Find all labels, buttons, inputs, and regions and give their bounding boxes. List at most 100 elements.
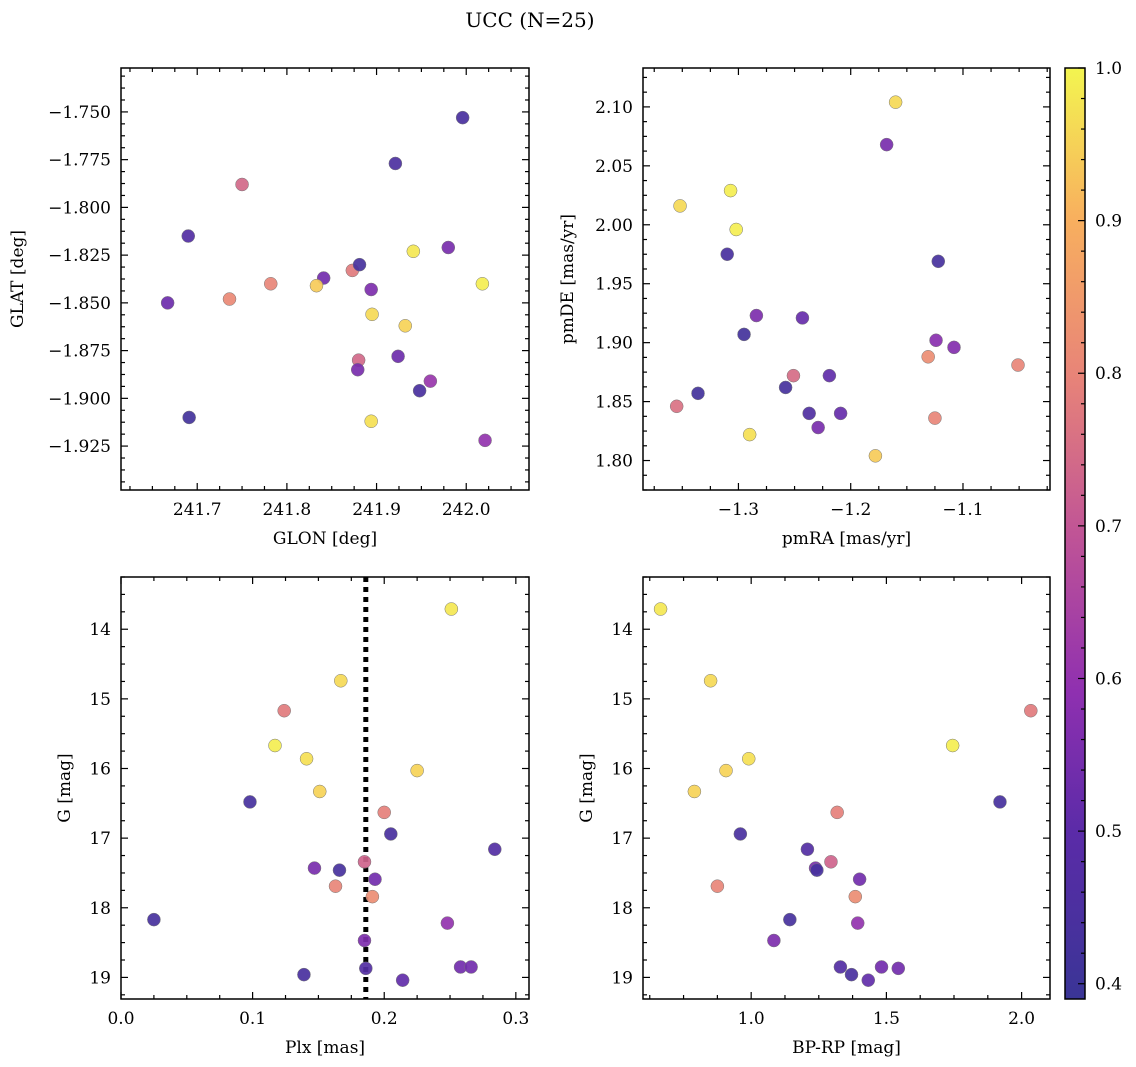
data-point [810, 863, 824, 877]
y-tick-label: 18 [611, 899, 633, 919]
data-point [741, 752, 756, 766]
data-point [181, 229, 196, 243]
y-tick-label: 1.95 [595, 275, 633, 295]
data-point [737, 327, 751, 342]
colorbar-tick-label: 0.7 [1095, 517, 1122, 537]
data-point [993, 795, 1007, 809]
y-tick-label: −1.775 [48, 151, 111, 171]
x-axis-label: pmRA [mas/yr] [782, 529, 911, 549]
data-point [719, 763, 733, 778]
y-tick-label: 18 [89, 899, 111, 919]
data-point [800, 842, 815, 857]
y-tick-label: 2.05 [595, 157, 633, 177]
y-tick-label: 2.00 [595, 216, 633, 236]
data-point [391, 349, 405, 364]
x-axis-label: BP-RP [mag] [792, 1038, 901, 1058]
data-point [1024, 703, 1038, 718]
data-point [263, 277, 278, 291]
data-point [947, 340, 961, 355]
data-point [783, 912, 797, 927]
data-point [653, 602, 668, 616]
y-tick-label: −1.825 [48, 246, 111, 266]
data-point [357, 855, 372, 869]
colorbar-tick-label: 0.8 [1095, 364, 1122, 384]
data-point [874, 960, 889, 974]
colorbar: 0.4 0.5 0.6 0.7 0.8 0.9 1.0 [1064, 59, 1122, 1000]
data-point [945, 738, 960, 753]
data-point [673, 199, 687, 213]
data-point [412, 383, 427, 398]
data-point [350, 362, 365, 377]
x-tick-label: −1.3 [718, 500, 759, 520]
y-tick-label: 14 [89, 620, 111, 640]
y-axis-label: G [mag] [577, 753, 597, 822]
data-point [844, 967, 859, 982]
data-point [222, 292, 237, 306]
data-point [929, 333, 943, 348]
data-point [352, 257, 367, 272]
x-axis-label: Plx [mas] [285, 1038, 365, 1058]
data-point [879, 137, 894, 152]
y-tick-label: 15 [89, 690, 111, 710]
data-point [423, 374, 438, 388]
y-tick-label: −1.800 [48, 198, 111, 218]
data-point [377, 805, 391, 820]
data-point [786, 368, 801, 383]
y-tick-label: 2.10 [595, 98, 633, 118]
x-tick-label: −1.1 [942, 500, 983, 520]
x-tick-label: 1.5 [873, 1009, 900, 1029]
scatter-points [147, 602, 502, 987]
x-tick-label: 241.8 [263, 500, 312, 520]
tick-marks [643, 68, 1050, 491]
data-point [824, 855, 838, 869]
data-point [147, 912, 161, 927]
data-point [778, 380, 793, 395]
y-axis-label: G [mag] [55, 753, 75, 822]
colorbar-tick-label: 0.6 [1095, 669, 1122, 689]
panel-pm: −1.3 −1.2 −1.1 1.80 1.85 1.90 1.95 2.00 2.05 2.10… [558, 67, 1051, 549]
axes-frame [120, 576, 530, 1000]
data-point [406, 244, 421, 259]
data-point [464, 960, 478, 974]
colorbar-gradient [1065, 68, 1085, 999]
data-point [441, 240, 456, 255]
tick-marks [643, 576, 1050, 999]
data-point [235, 177, 249, 192]
colorbar-tick-label: 1.0 [1095, 59, 1122, 79]
data-point [921, 350, 935, 364]
panel-plx-g: 0.0 0.1 0.2 0.3 14 15 16 17 18 19 Plx [mas] G [mag] [55, 576, 530, 1058]
data-point [811, 420, 825, 435]
data-point [733, 827, 748, 841]
data-point [822, 368, 837, 383]
data-point [848, 889, 863, 904]
axes-frame [120, 67, 530, 491]
data-point [931, 254, 946, 269]
data-point [359, 961, 373, 976]
data-point [833, 960, 848, 974]
x-tick-label: 241.9 [352, 500, 401, 520]
y-tick-label: −1.925 [48, 437, 111, 457]
y-tick-label: 16 [611, 760, 633, 780]
data-point [410, 763, 424, 778]
data-point [723, 183, 738, 198]
data-point [488, 842, 502, 857]
data-point [478, 433, 492, 448]
data-point [888, 95, 903, 109]
data-point [687, 784, 702, 799]
panel-bprp-g: 1.0 1.5 2.0 14 15 16 17 18 19 BP-RP [mag] G [mag] [577, 576, 1051, 1058]
x-tick-label: 241.7 [173, 500, 222, 520]
scatter-points [669, 95, 1025, 463]
x-tick-label: −1.2 [830, 500, 871, 520]
x-tick-label: 2.0 [1008, 1009, 1035, 1029]
y-tick-label: 14 [611, 620, 633, 640]
colorbar-tick-label: 0.4 [1095, 975, 1122, 995]
data-point [795, 311, 810, 325]
data-point [365, 307, 379, 322]
data-point [767, 933, 781, 948]
data-point [703, 674, 718, 688]
data-point [182, 410, 196, 425]
data-point [398, 319, 413, 333]
y-tick-label: 19 [611, 968, 633, 988]
data-point [729, 222, 743, 237]
